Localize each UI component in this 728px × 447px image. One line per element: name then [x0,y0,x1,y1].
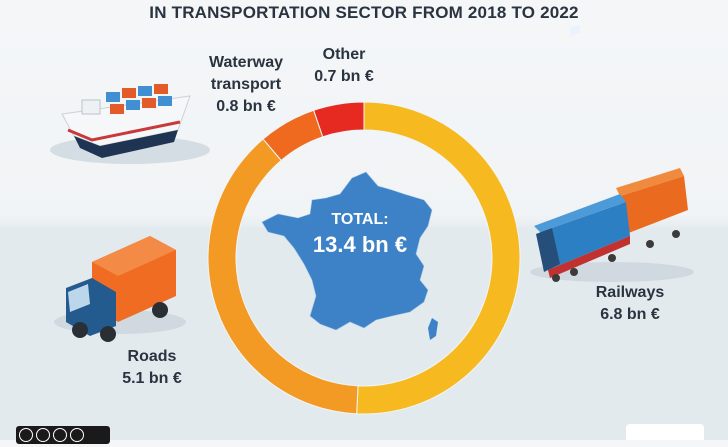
slice-name-other: Other [322,46,366,63]
donut-chart [207,101,521,415]
truck-icon [54,236,186,342]
total-value: 13.4 bn € [312,232,408,257]
slice-name-waterway-line1: Waterway [208,54,284,71]
slice-value-waterway: 0.8 bn € [216,98,276,115]
slice-name-roads: Roads [127,348,177,365]
france-map-icon [261,171,438,340]
slice-value-railways: 6.8 bn € [600,306,660,323]
slice-label-roads: Roads 5.1 bn € [100,346,204,390]
slice-label-waterway: Waterway transport 0.8 bn € [196,52,296,118]
donut-slice-other [313,101,365,138]
slice-value-other: 0.7 bn € [314,68,374,85]
total-label: TOTAL: [331,211,389,228]
slice-value-roads: 5.1 bn € [122,370,182,387]
slice-label-railways: Railways 6.8 bn € [570,282,690,326]
train-icon [530,24,694,282]
creative-commons-icon [16,426,110,444]
publisher-logo [626,424,704,440]
slice-label-other: Other 0.7 bn € [300,44,388,88]
slice-name-railways: Railways [595,284,665,301]
slice-name-waterway-line2: transport [210,76,282,93]
total-callout: TOTAL: 13.4 bn € [298,210,422,260]
cargo-ship-icon [50,84,210,164]
chart-title: IN TRANSPORTATION SECTOR FROM 2018 TO 20… [149,3,579,22]
